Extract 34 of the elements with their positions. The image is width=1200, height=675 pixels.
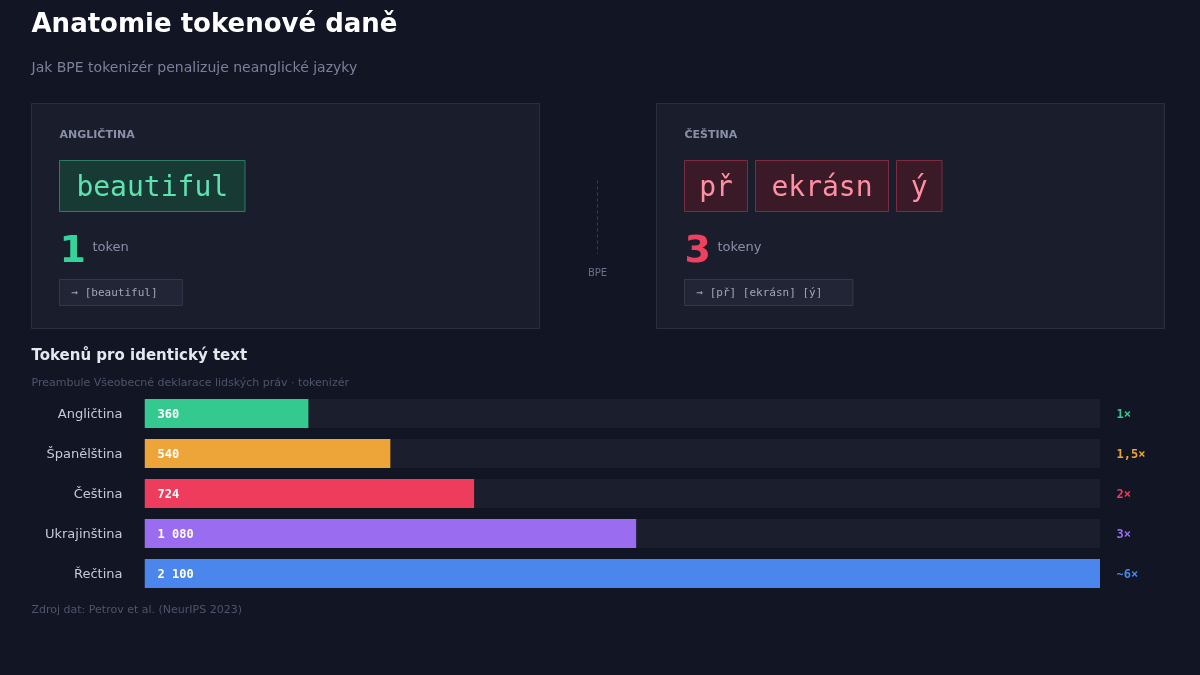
text: ČEŠTINA [684,128,738,141]
text: Anatomie tokenové daně [31,7,398,38]
text: 1× [1116,406,1131,421]
chart-title: Tokenů pro identický text [31,345,248,364]
data-label: 2 100 [157,566,194,581]
text: ý [910,170,928,203]
bar [144,399,309,428]
y-tick-label: Řečtina [73,566,123,581]
text: BPE [587,267,608,278]
text: ~6× [1116,566,1139,581]
y-tick-label: Čeština [73,486,123,501]
y-tick-label: Španělština [46,446,123,461]
text: ANGLIČTINA [59,128,136,141]
text: Jak BPE tokenizér penalizuje neanglické jazyky [30,58,358,75]
data-label: 540 [157,447,180,461]
text: beautiful [76,170,229,203]
text: 1,5× [1116,446,1146,461]
text: 3× [1116,526,1131,541]
y-tick-label: Ukrajinština [45,526,123,541]
text: tokeny [717,239,762,254]
data-label: 724 [157,487,180,501]
text: 2× [1116,486,1131,501]
text: → [př] [ekrásn] [ý] [696,286,823,299]
text: př [699,170,733,203]
text: ekrásn [771,170,873,203]
chart-subtitle: Preambule Všeobecné deklarace lidských práv · tokenizér [31,375,350,389]
data-label: 1 080 [157,526,194,541]
text: 3 [684,227,711,271]
y-tick-label: Angličtina [57,406,123,421]
data-label: 360 [157,407,180,421]
text: token [92,239,129,254]
text: → [beautiful] [71,286,158,299]
text: 1 [59,227,86,271]
text: Zdroj dat: Petrov et al. (NeurIPS 2023) [31,602,242,616]
